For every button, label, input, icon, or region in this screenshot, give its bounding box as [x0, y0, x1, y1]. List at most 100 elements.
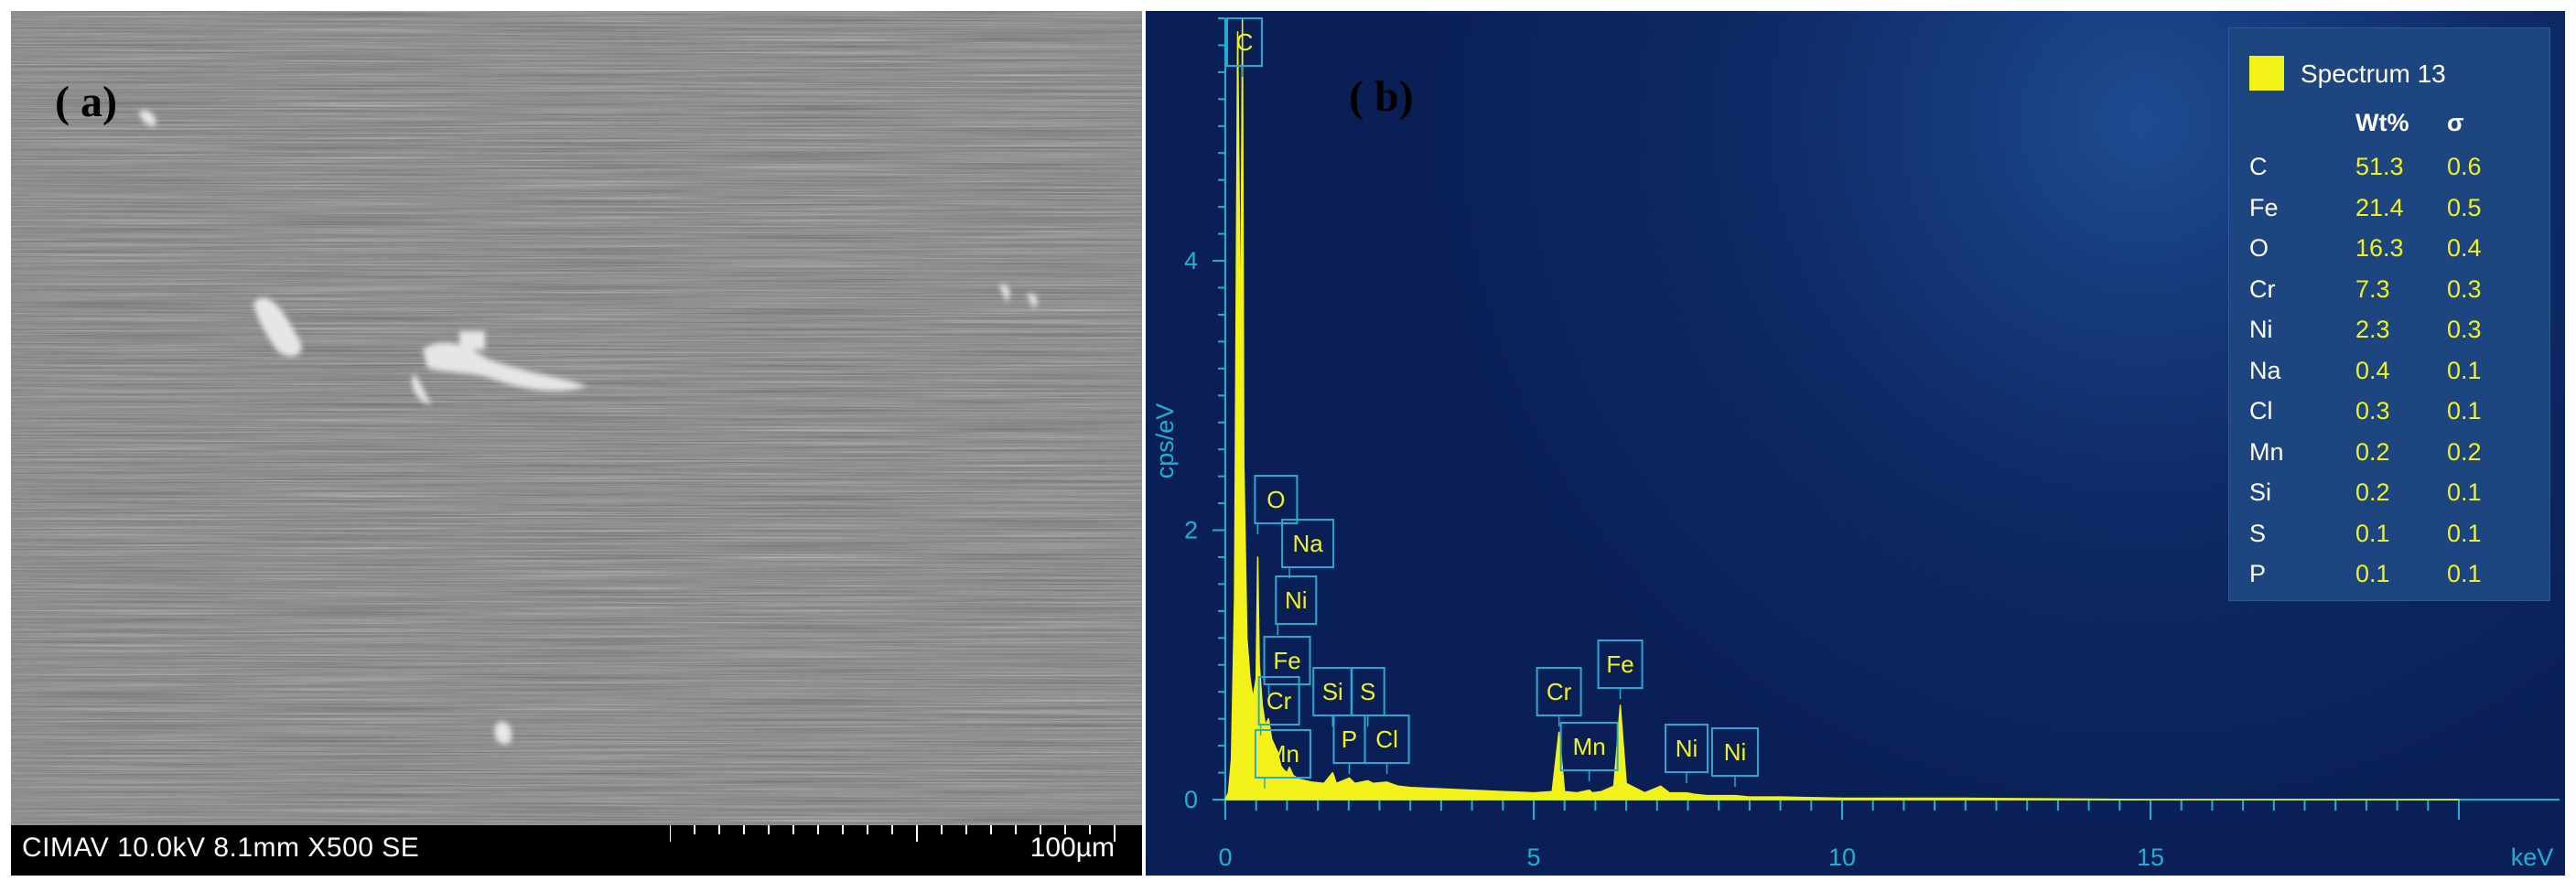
spectrum-series — [1224, 17, 2460, 801]
chart-series — [1224, 17, 2460, 801]
sem-micrograph-image — [11, 11, 1142, 825]
legend-wt-value: 51.3 — [2355, 153, 2404, 180]
sem-info-bar: CIMAV 10.0kV 8.1mm X500 SE 100µm — [11, 825, 1142, 876]
legend-row: Ni 2.3 0.3 — [2229, 316, 2549, 358]
peak-label-text: Ni — [1676, 735, 1698, 762]
legend-wt-value: 2.3 — [2355, 316, 2390, 343]
legend-element: Na — [2249, 356, 2281, 384]
peak-labels: C O Na Ni Fe Cr Mn Si SP Cl Cr Mn Fe Ni Ni — [1226, 17, 1759, 789]
peak-label-box — [1254, 729, 1311, 779]
peak-label-mn: Mn — [1254, 729, 1311, 789]
peak-label-ni: Ni — [1665, 724, 1709, 783]
peak-label-text: Ni — [1285, 586, 1308, 614]
legend-element: C — [2249, 153, 2268, 180]
peak-label-text: Si — [1322, 678, 1343, 705]
legend-element: Cl — [2249, 397, 2273, 425]
peak-label-text: Mn — [1573, 733, 1606, 760]
peak-label-box — [1226, 17, 1263, 67]
peak-label-fe: Fe — [1263, 636, 1311, 695]
peak-label-ni: Ni — [1710, 727, 1759, 787]
peak-label-box — [1257, 676, 1300, 725]
y-tick-label: 2 — [1184, 517, 1198, 544]
peak-label-text: Mn — [1266, 740, 1299, 768]
legend-element: Mn — [2249, 437, 2284, 466]
peak-label-text: Fe — [1273, 647, 1300, 674]
peak-label-c: C — [1226, 17, 1263, 77]
legend-element: Si — [2249, 478, 2272, 506]
legend-wt-value: 0.1 — [2355, 560, 2390, 587]
legend-wt-value: 0.2 — [2355, 478, 2390, 506]
x-tick-label: 0 — [1218, 844, 1232, 871]
peak-label-o: O — [1254, 475, 1299, 534]
legend-row: C 51.3 0.6 — [2229, 153, 2549, 195]
x-tick-label: 10 — [1828, 844, 1856, 871]
legend-col-wt: Wt% — [2355, 109, 2409, 136]
legend-row: S 0.1 0.1 — [2229, 520, 2549, 562]
eds-spectrum-panel: 0 2 4 0 5 10 15 C O Na Ni Fe Cr Mn Si S P Cl Cr Mn Fe Ni Ni c… — [1146, 11, 2565, 876]
legend-element: Cr — [2249, 274, 2276, 303]
legend-wt-value: 0.3 — [2355, 397, 2390, 425]
legend-title: Spectrum 13 — [2301, 59, 2446, 88]
y-tick-label: 4 — [1184, 247, 1198, 274]
legend-sigma-value: 0.3 — [2447, 274, 2482, 303]
legend-row: Na 0.4 0.1 — [2229, 357, 2549, 399]
peak-label-text: Na — [1292, 530, 1323, 557]
y-tick-label: 0 — [1184, 786, 1198, 813]
peak-label-box — [1254, 475, 1299, 524]
legend-element: Fe — [2249, 193, 2279, 221]
legend-sigma-value: 0.1 — [2447, 356, 2482, 384]
legend-sigma-value: 0.3 — [2447, 316, 2482, 343]
peak-label-s: S — [1350, 667, 1385, 726]
sem-micrograph-panel: CIMAV 10.0kV 8.1mm X500 SE 100µm ( a) — [11, 11, 1142, 876]
legend-row: P 0.1 0.1 — [2229, 560, 2549, 602]
peak-label-ni: Ni — [1275, 575, 1318, 635]
peak-label-text: S — [1360, 678, 1375, 705]
x-axis-label: keV — [2511, 844, 2554, 871]
peak-label-text: O — [1266, 486, 1285, 513]
peak-label-text: Fe — [1606, 650, 1633, 678]
scale-bar-ticks — [670, 825, 1116, 842]
legend-wt-value: 0.4 — [2355, 356, 2390, 384]
legend-wt-value: 0.2 — [2355, 437, 2390, 466]
legend-sigma-value: 0.1 — [2447, 478, 2482, 506]
legend-sigma-value: 0.4 — [2447, 234, 2482, 262]
peak-label-text: Cr — [1547, 678, 1572, 705]
peak-label-text: Cl — [1375, 725, 1398, 753]
x-tick-label: 15 — [2137, 844, 2164, 871]
sem-parameters: CIMAV 10.0kV 8.1mm X500 SE — [22, 833, 420, 863]
peak-label-na: Na — [1281, 519, 1335, 578]
peak-label-box — [1275, 575, 1318, 625]
legend-sigma-value: 0.1 — [2447, 519, 2482, 547]
scale-bar-label: 100µm — [1029, 833, 1115, 863]
legend-sigma-value: 0.2 — [2447, 437, 2482, 466]
legend-sigma-value: 0.5 — [2447, 193, 2482, 221]
peak-label-box — [1281, 519, 1335, 568]
legend-row: Cl 0.3 0.1 — [2229, 397, 2549, 439]
peak-label-box — [1263, 636, 1311, 685]
peak-label-cl: Cl — [1363, 715, 1410, 774]
panel-label-b: ( b) — [1349, 72, 1414, 121]
peak-label-text: P — [1342, 725, 1357, 753]
legend-wt-value: 7.3 — [2355, 274, 2390, 303]
legend-element: Ni — [2249, 316, 2273, 343]
legend-sigma-value: 0.1 — [2447, 560, 2482, 587]
peak-label-p: P — [1332, 715, 1366, 774]
legend-element: O — [2249, 234, 2269, 262]
legend-row: Mn 0.2 0.2 — [2229, 438, 2549, 480]
legend-row: Cr 7.3 0.3 — [2229, 275, 2549, 317]
legend-wt-value: 21.4 — [2355, 193, 2404, 221]
legend-sigma-value: 0.6 — [2447, 153, 2482, 180]
legend-col-sigma: σ — [2447, 109, 2464, 136]
legend-row: Fe 21.4 0.5 — [2229, 194, 2549, 236]
legend-element: P — [2249, 560, 2267, 587]
peak-label-si: Si — [1312, 667, 1353, 726]
legend-element: S — [2249, 519, 2267, 547]
peak-label-text: C — [1236, 28, 1254, 56]
legend-row: Si 0.2 0.1 — [2229, 478, 2549, 521]
surface-defects — [139, 110, 1038, 745]
peak-label-text: Cr — [1266, 687, 1292, 715]
peak-label-cr: Cr — [1257, 676, 1300, 736]
legend-sigma-value: 0.1 — [2447, 397, 2482, 425]
peak-label-mn: Mn — [1559, 722, 1619, 781]
